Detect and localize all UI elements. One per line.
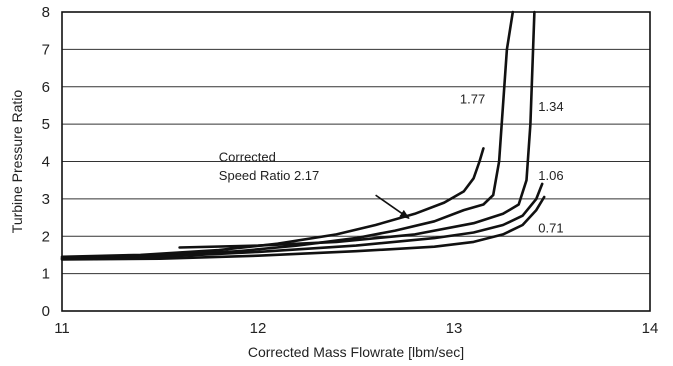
y-axis-title: Turbine Pressure Ratio — [9, 90, 25, 234]
horizontal-gridlines — [62, 48, 650, 275]
annotation-label: Corrected — [219, 150, 276, 165]
annotation-label: 1.06 — [538, 168, 563, 183]
y-tick-label: 7 — [42, 41, 50, 58]
y-tick-label: 8 — [42, 4, 50, 21]
plot-frame — [61, 11, 651, 312]
y-tick-label: 1 — [42, 266, 50, 283]
annotation-label: Speed Ratio 2.17 — [219, 168, 319, 183]
annotation-label: 1.34 — [538, 99, 563, 114]
annotation-label: 1.77 — [460, 92, 485, 107]
series-line-2.17 — [60, 147, 485, 259]
series-line-1.06 — [60, 182, 544, 261]
annotations: Corrected Speed Ratio 2.17 1.77 1.34 1.06 0.7… — [219, 92, 564, 236]
x-tick-label: 12 — [250, 320, 267, 337]
annotation-label: 0.71 — [538, 221, 563, 236]
x-tick-label: 14 — [642, 320, 659, 337]
series-lines — [60, 10, 546, 261]
y-tick-label: 3 — [42, 191, 50, 208]
y-tick-label: 6 — [42, 79, 50, 96]
y-tick-labels: 0 1 2 3 4 5 6 7 8 — [42, 4, 50, 320]
x-tick-label: 13 — [446, 320, 463, 337]
y-tick-label: 0 — [42, 303, 50, 320]
series-line-0.71 — [60, 195, 546, 261]
x-tick-labels: 11 12 13 14 — [54, 320, 658, 337]
series-line-1.34 — [178, 10, 536, 249]
y-tick-label: 5 — [42, 116, 50, 133]
y-tick-label: 4 — [42, 154, 50, 171]
y-tick-label: 2 — [42, 228, 50, 245]
series-line-1.77 — [60, 10, 515, 260]
x-tick-label: 11 — [54, 320, 70, 337]
x-axis-title: Corrected Mass Flowrate [lbm/sec] — [248, 344, 464, 360]
speed-ratio-arrow — [375, 194, 410, 219]
